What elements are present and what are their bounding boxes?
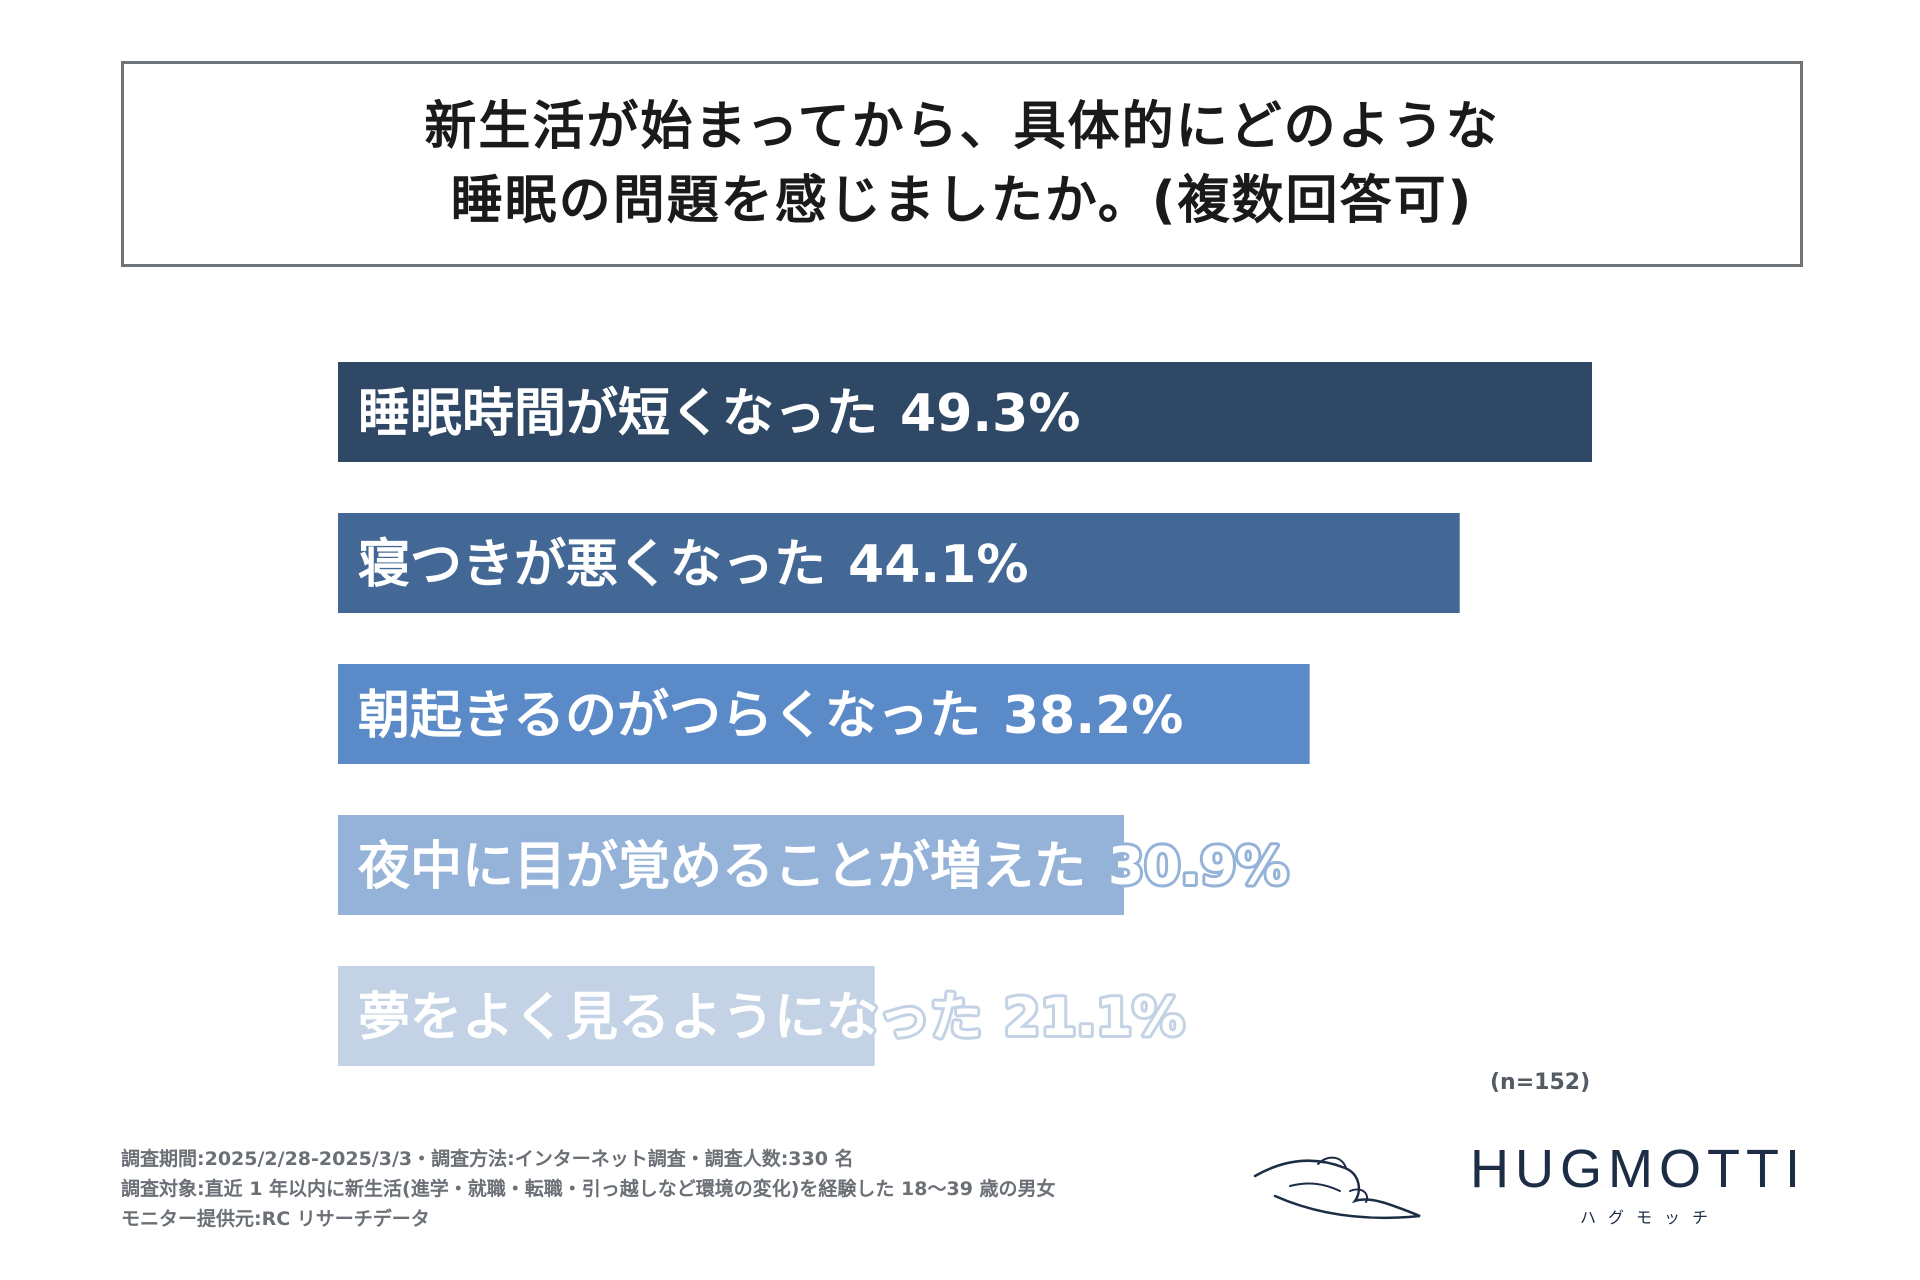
- bar-label-2: 寝つきが悪くなった 44.1%: [358, 535, 1028, 595]
- category-label-4: 夜中に目が覚めることが増えた: [357, 837, 1086, 897]
- bar-label-4: 夜中に目が覚めることが増えた 30.9%: [357, 837, 1288, 897]
- title-box: 新生活が始まってから、具体的にどのような 睡眠の問題を感じましたか。(複数回答可…: [121, 61, 1803, 267]
- category-label-3: 朝起きるのがつらくなった: [358, 686, 981, 746]
- category-label-1: 睡眠時間が短くなった: [358, 384, 878, 444]
- value-label-4: 30.9%: [1108, 837, 1288, 897]
- value-label-3: 38.2%: [1003, 686, 1183, 746]
- value-label-1: 49.3%: [900, 384, 1080, 444]
- bar-chart: 睡眠時間が短くなった 49.3% 寝つきが悪くなった 44.1% 朝起きるのがつらくなっ…: [338, 362, 1592, 1066]
- bar-3: [338, 664, 1310, 764]
- hugging-pillow-icon: [1253, 1156, 1421, 1220]
- footnote-survey-period: 調査期間:2025/2/28-2025/3/3・調査方法:インターネット調査・調…: [121, 1148, 854, 1170]
- bar-2: [338, 513, 1460, 613]
- footnotes: 調査期間:2025/2/28-2025/3/3・調査方法:インターネット調査・調…: [121, 1144, 1056, 1234]
- sample-size: (n=152): [1490, 1070, 1591, 1095]
- brand-kana: ハグモッチ: [1580, 1208, 1721, 1227]
- bar-1: [338, 362, 1592, 462]
- bar-label-5: 夢をよく見るようになった 21.1%: [358, 988, 1184, 1048]
- category-label-2: 寝つきが悪くなった: [358, 535, 826, 595]
- bar-label-1: 睡眠時間が短くなった 49.3%: [358, 384, 1080, 444]
- value-label-5: 21.1%: [1004, 988, 1184, 1048]
- bar-4: [338, 815, 1124, 915]
- value-label-2: 44.1%: [848, 535, 1028, 595]
- chart-title-line-1: 新生活が始まってから、具体的にどのような: [424, 97, 1500, 157]
- footnote-survey-target: 調査対象:直近 1 年以内に新生活(進学・就職・転職・引っ越しなど環境の変化)を…: [121, 1178, 1056, 1200]
- brand-logo: HUGMOTTI ハグモッチ: [1250, 1138, 1810, 1238]
- bar-5: [338, 966, 875, 1066]
- brand-name: HUGMOTTI: [1470, 1139, 1806, 1199]
- bar-label-3: 朝起きるのがつらくなった 38.2%: [358, 686, 1183, 746]
- category-label-5: 夢をよく見るようになった: [358, 988, 982, 1048]
- footnote-data-provider: モニター提供元:RC リサーチデータ: [121, 1208, 430, 1230]
- chart-title-line-2: 睡眠の問題を感じましたか。(複数回答可): [450, 171, 1474, 231]
